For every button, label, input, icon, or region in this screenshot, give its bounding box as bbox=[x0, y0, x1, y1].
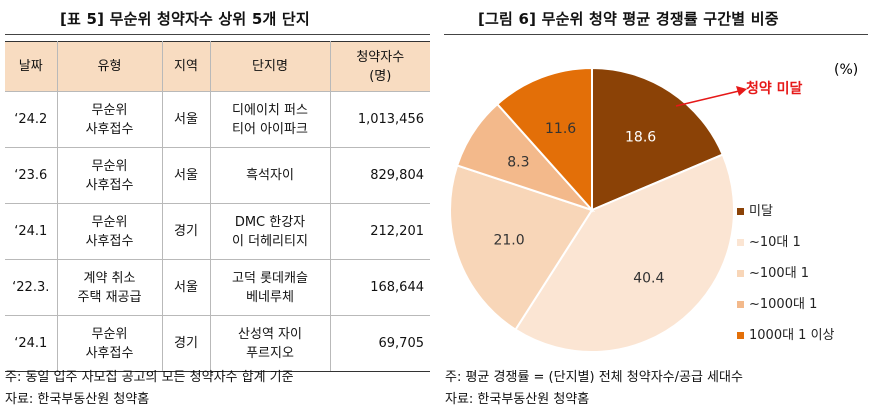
cell-date: ‘24.1 bbox=[5, 315, 58, 372]
header-date: 날짜 bbox=[5, 41, 58, 92]
cell-date: ‘24.2 bbox=[5, 91, 58, 148]
cell-type: 계약 취소 주택 재공급 bbox=[56, 259, 163, 316]
legend-swatch bbox=[737, 301, 744, 308]
header-type: 유형 bbox=[56, 41, 163, 92]
legend-swatch bbox=[737, 208, 744, 215]
cell-complex: 산성역 자이 푸르지오 bbox=[209, 315, 331, 372]
cell-region: 서울 bbox=[161, 91, 211, 148]
table-row: ‘23.6 무순위 사후접수 서울 흑석자이 829,804 bbox=[5, 147, 430, 204]
table-row: ‘22.3. 계약 취소 주택 재공급 서울 고덕 롯데캐슬 베네루체 168,644 bbox=[5, 259, 430, 316]
legend-swatch bbox=[737, 270, 744, 277]
callout-arrow-head bbox=[736, 86, 747, 96]
pie-slice bbox=[449, 164, 594, 331]
callout-arrow-line bbox=[675, 90, 740, 107]
pie-value-label: 40.4 bbox=[633, 270, 664, 286]
cell-date: ‘22.3. bbox=[5, 259, 58, 316]
header-region: 지역 bbox=[161, 41, 211, 92]
cell-region: 경기 bbox=[161, 315, 211, 372]
chart-title: [그림 6] 무순위 청약 평균 경쟁률 구간별 비중 bbox=[478, 10, 779, 28]
legend-label: ~100대 1 bbox=[749, 266, 809, 281]
table-row: ‘24.1 무순위 사후접수 경기 DMC 한강자 이 더헤리티지 212,201 bbox=[5, 203, 430, 260]
pie-value-label: 8.3 bbox=[507, 155, 529, 171]
pie-slice bbox=[514, 153, 735, 353]
table-row: ‘24.2 무순위 사후접수 서울 디에이치 퍼스 티어 아이파크 1,013,456 bbox=[5, 91, 430, 148]
cell-complex: 디에이치 퍼스 티어 아이파크 bbox=[209, 91, 331, 148]
pie-slice bbox=[495, 66, 593, 213]
cell-date: ‘23.6 bbox=[5, 147, 58, 204]
chart-title-underline bbox=[444, 34, 868, 35]
cell-type: 무순위 사후접수 bbox=[56, 315, 163, 372]
cell-region: 서울 bbox=[161, 147, 211, 204]
cell-count: 212,201 bbox=[329, 203, 430, 260]
legend-label: ~10대 1 bbox=[749, 235, 801, 250]
cell-type: 무순위 사후접수 bbox=[56, 203, 163, 260]
legend-label: 1000대 1 이상 bbox=[749, 328, 835, 343]
chart-source: 자료: 한국부동산원 청약홈 bbox=[445, 392, 590, 407]
pie-chart: 18.6 40.4 21.0 8.3 11.6 미달 ~10대 1 ~100대 1 ~1000… bbox=[449, 62, 858, 353]
cell-complex: 고덕 롯데캐슬 베네루체 bbox=[209, 259, 331, 316]
table-note: 주: 동일 입주 자모집 공고의 모든 청약자수 합계 기준 bbox=[5, 370, 294, 385]
cell-count: 69,705 bbox=[329, 315, 430, 372]
legend-swatch bbox=[737, 239, 744, 246]
chart-note: 주: 평균 경쟁률 = (단지별) 전체 청약자수/공급 세대수 bbox=[445, 370, 743, 385]
unit-label: (%) bbox=[834, 62, 858, 78]
legend-swatch bbox=[737, 332, 744, 339]
cell-type: 무순위 사후접수 bbox=[56, 147, 163, 204]
header-complex: 단지명 bbox=[209, 41, 331, 92]
table-header-row: 날짜 유형 지역 단지명 청약자수 (명) bbox=[5, 41, 430, 92]
cell-type: 무순위 사후접수 bbox=[56, 91, 163, 148]
top-complex-table: 날짜 유형 지역 단지명 청약자수 (명) ‘24.2 무순위 사후접수 서울 디에이치 … bbox=[5, 41, 430, 372]
legend-label: ~1000대 1 bbox=[749, 297, 817, 312]
cell-complex: DMC 한강자 이 더헤리티지 bbox=[209, 203, 331, 260]
cell-count: 829,804 bbox=[329, 147, 430, 204]
cell-date: ‘24.1 bbox=[5, 203, 58, 260]
pie-value-label: 11.6 bbox=[545, 121, 576, 137]
table-row: ‘24.1 무순위 사후접수 경기 산성역 자이 푸르지오 69,705 bbox=[5, 315, 430, 372]
legend-label: 미달 bbox=[749, 204, 773, 219]
cell-complex: 흑석자이 bbox=[209, 147, 331, 204]
callout-label: 청약 미달 bbox=[746, 80, 803, 97]
table-title: [표 5] 무순위 청약자수 상위 5개 단지 bbox=[60, 10, 310, 28]
pie-slice bbox=[591, 66, 725, 212]
cell-region: 서울 bbox=[161, 259, 211, 316]
table-title-underline bbox=[5, 34, 430, 35]
pie-value-label: 21.0 bbox=[493, 232, 524, 248]
table-source: 자료: 한국부동산원 청약홈 bbox=[5, 392, 150, 407]
cell-count: 1,013,456 bbox=[329, 91, 430, 148]
header-count: 청약자수 (명) bbox=[329, 41, 430, 92]
pie-value-label: 18.6 bbox=[625, 130, 656, 146]
cell-region: 경기 bbox=[161, 203, 211, 260]
cell-count: 168,644 bbox=[329, 259, 430, 316]
